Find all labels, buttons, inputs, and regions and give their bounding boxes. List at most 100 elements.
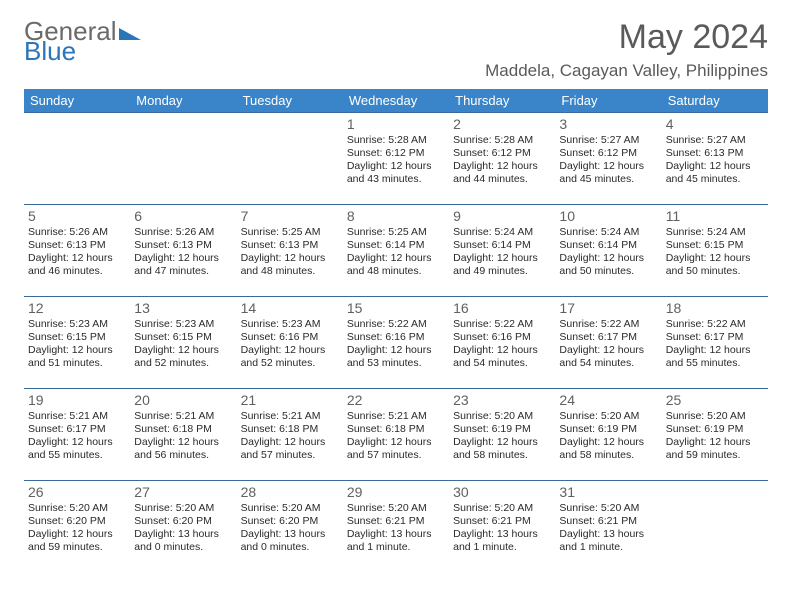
sunset-line: Sunset: 6:18 PM (347, 423, 445, 436)
daylight-line-2: and 45 minutes. (559, 173, 657, 186)
daylight-line-1: Daylight: 12 hours (666, 436, 764, 449)
day-cell-16: 16Sunrise: 5:22 AMSunset: 6:16 PMDayligh… (449, 297, 555, 389)
sunrise-line: Sunrise: 5:28 AM (347, 134, 445, 147)
sunrise-line: Sunrise: 5:26 AM (134, 226, 232, 239)
daylight-line-1: Daylight: 13 hours (453, 528, 551, 541)
daylight-line-2: and 54 minutes. (453, 357, 551, 370)
day-details: Sunrise: 5:23 AMSunset: 6:16 PMDaylight:… (239, 318, 339, 371)
daylight-line-1: Daylight: 13 hours (347, 528, 445, 541)
dow-header-row: SundayMondayTuesdayWednesdayThursdayFrid… (24, 89, 768, 113)
sunset-line: Sunset: 6:13 PM (666, 147, 764, 160)
empty-cell (24, 113, 130, 205)
day-number: 12 (26, 300, 126, 316)
daylight-line-1: Daylight: 12 hours (241, 252, 339, 265)
sunset-line: Sunset: 6:15 PM (28, 331, 126, 344)
sunrise-line: Sunrise: 5:21 AM (347, 410, 445, 423)
sunrise-line: Sunrise: 5:27 AM (559, 134, 657, 147)
sunrise-line: Sunrise: 5:20 AM (28, 502, 126, 515)
calendar-table: SundayMondayTuesdayWednesdayThursdayFrid… (24, 89, 768, 573)
daylight-line-2: and 57 minutes. (347, 449, 445, 462)
dow-header-tuesday: Tuesday (237, 89, 343, 113)
sunrise-line: Sunrise: 5:24 AM (559, 226, 657, 239)
daylight-line-2: and 45 minutes. (666, 173, 764, 186)
daylight-line-1: Daylight: 12 hours (559, 436, 657, 449)
day-cell-10: 10Sunrise: 5:24 AMSunset: 6:14 PMDayligh… (555, 205, 661, 297)
day-cell-7: 7Sunrise: 5:25 AMSunset: 6:13 PMDaylight… (237, 205, 343, 297)
day-details: Sunrise: 5:23 AMSunset: 6:15 PMDaylight:… (26, 318, 126, 371)
sunrise-line: Sunrise: 5:20 AM (666, 410, 764, 423)
daylight-line-1: Daylight: 12 hours (241, 344, 339, 357)
day-number: 17 (557, 300, 657, 316)
sunrise-line: Sunrise: 5:21 AM (28, 410, 126, 423)
day-details: Sunrise: 5:25 AMSunset: 6:14 PMDaylight:… (345, 226, 445, 279)
daylight-line-1: Daylight: 12 hours (559, 160, 657, 173)
daylight-line-2: and 50 minutes. (666, 265, 764, 278)
daylight-line-2: and 52 minutes. (241, 357, 339, 370)
day-number: 28 (239, 484, 339, 500)
dow-header-wednesday: Wednesday (343, 89, 449, 113)
sunset-line: Sunset: 6:19 PM (453, 423, 551, 436)
sunset-line: Sunset: 6:14 PM (347, 239, 445, 252)
daylight-line-2: and 50 minutes. (559, 265, 657, 278)
day-details: Sunrise: 5:26 AMSunset: 6:13 PMDaylight:… (132, 226, 232, 279)
daylight-line-2: and 49 minutes. (453, 265, 551, 278)
daylight-line-1: Daylight: 12 hours (666, 252, 764, 265)
sunrise-line: Sunrise: 5:24 AM (666, 226, 764, 239)
daylight-line-2: and 53 minutes. (347, 357, 445, 370)
day-cell-27: 27Sunrise: 5:20 AMSunset: 6:20 PMDayligh… (130, 481, 236, 573)
sunset-line: Sunset: 6:21 PM (559, 515, 657, 528)
day-number: 13 (132, 300, 232, 316)
daylight-line-1: Daylight: 12 hours (28, 344, 126, 357)
daylight-line-1: Daylight: 12 hours (347, 344, 445, 357)
day-cell-23: 23Sunrise: 5:20 AMSunset: 6:19 PMDayligh… (449, 389, 555, 481)
sunrise-line: Sunrise: 5:23 AM (241, 318, 339, 331)
sunset-line: Sunset: 6:16 PM (347, 331, 445, 344)
day-number: 4 (664, 116, 764, 132)
sunrise-line: Sunrise: 5:22 AM (666, 318, 764, 331)
daylight-line-2: and 47 minutes. (134, 265, 232, 278)
week-row: 26Sunrise: 5:20 AMSunset: 6:20 PMDayligh… (24, 481, 768, 573)
location-subtitle: Maddela, Cagayan Valley, Philippines (485, 61, 768, 81)
day-details: Sunrise: 5:24 AMSunset: 6:14 PMDaylight:… (451, 226, 551, 279)
title-block: May 2024 Maddela, Cagayan Valley, Philip… (485, 18, 768, 81)
week-row: 1Sunrise: 5:28 AMSunset: 6:12 PMDaylight… (24, 113, 768, 205)
day-number: 7 (239, 208, 339, 224)
day-details: Sunrise: 5:21 AMSunset: 6:18 PMDaylight:… (345, 410, 445, 463)
empty-cell (662, 481, 768, 573)
sunrise-line: Sunrise: 5:22 AM (347, 318, 445, 331)
sunrise-line: Sunrise: 5:20 AM (559, 502, 657, 515)
day-details: Sunrise: 5:24 AMSunset: 6:14 PMDaylight:… (557, 226, 657, 279)
sunset-line: Sunset: 6:17 PM (28, 423, 126, 436)
daylight-line-1: Daylight: 13 hours (241, 528, 339, 541)
daylight-line-1: Daylight: 12 hours (347, 160, 445, 173)
day-number: 27 (132, 484, 232, 500)
day-details: Sunrise: 5:22 AMSunset: 6:16 PMDaylight:… (345, 318, 445, 371)
sunrise-line: Sunrise: 5:24 AM (453, 226, 551, 239)
sunset-line: Sunset: 6:18 PM (134, 423, 232, 436)
daylight-line-1: Daylight: 12 hours (28, 528, 126, 541)
sunrise-line: Sunrise: 5:21 AM (241, 410, 339, 423)
sunrise-line: Sunrise: 5:20 AM (453, 410, 551, 423)
day-number: 21 (239, 392, 339, 408)
sunset-line: Sunset: 6:20 PM (134, 515, 232, 528)
daylight-line-2: and 58 minutes. (559, 449, 657, 462)
day-number: 31 (557, 484, 657, 500)
day-cell-13: 13Sunrise: 5:23 AMSunset: 6:15 PMDayligh… (130, 297, 236, 389)
sunrise-line: Sunrise: 5:23 AM (134, 318, 232, 331)
day-details: Sunrise: 5:20 AMSunset: 6:20 PMDaylight:… (239, 502, 339, 555)
sunset-line: Sunset: 6:17 PM (559, 331, 657, 344)
day-cell-21: 21 Sunrise: 5:21 AMSunset: 6:18 PMDayligh… (237, 389, 343, 481)
dow-header-friday: Friday (555, 89, 661, 113)
daylight-line-2: and 43 minutes. (347, 173, 445, 186)
sunrise-line: Sunrise: 5:20 AM (241, 502, 339, 515)
sunset-line: Sunset: 6:18 PM (241, 423, 339, 436)
sunset-line: Sunset: 6:15 PM (134, 331, 232, 344)
day-details: Sunrise: 5:21 AMSunset: 6:18 PMDaylight:… (239, 410, 339, 463)
daylight-line-1: Daylight: 12 hours (241, 436, 339, 449)
day-number: 25 (664, 392, 764, 408)
sunrise-line: Sunrise: 5:22 AM (559, 318, 657, 331)
daylight-line-1: Daylight: 12 hours (453, 436, 551, 449)
week-row: 12Sunrise: 5:23 AMSunset: 6:15 PMDayligh… (24, 297, 768, 389)
day-number: 22 (345, 392, 445, 408)
week-row: 19Sunrise: 5:21 AMSunset: 6:17 PMDayligh… (24, 389, 768, 481)
